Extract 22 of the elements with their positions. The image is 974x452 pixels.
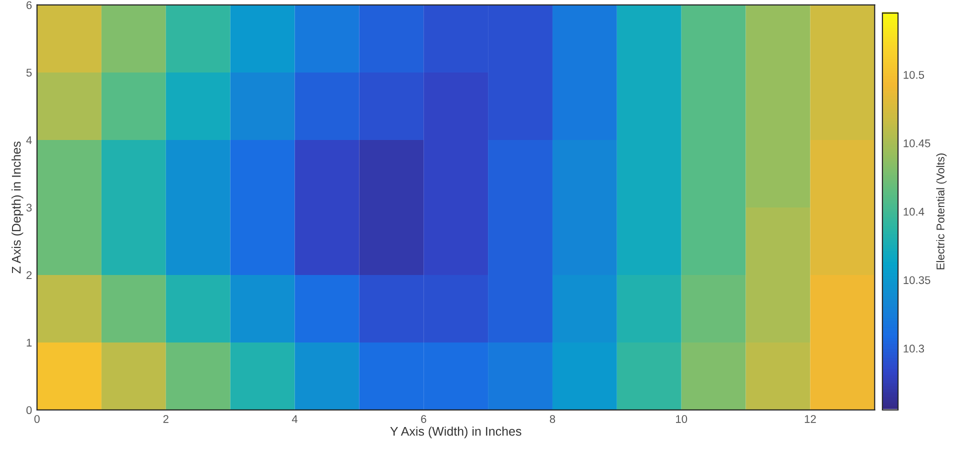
color-bar-label: 10.45 [904,139,930,148]
x-tick-label: 2 [163,415,168,423]
x-tick-label: 0 [34,415,40,423]
color-bar-label: 10.5 [904,70,924,79]
y-tick-label: 5 [26,68,32,77]
x-tick-label: 4 [292,415,298,423]
x-tick-label: 6 [421,415,426,423]
y-tick-label: 0 [26,406,32,414]
color-bar-label: 10.3 [904,344,924,353]
x-tick-label: 12 [804,415,816,423]
x-tick-label: 8 [550,415,556,423]
color-bar-title: Electric Potential (Volts) [936,154,947,270]
color-bar-label: 10.35 [904,276,930,284]
x-tick-label: 10 [676,415,688,423]
x-axis-title: Y Axis (Width) in Inches [390,426,522,438]
y-tick-label: 1 [26,338,32,346]
color-bar-label: 10.4 [904,208,924,216]
y-tick-label: 4 [26,136,32,144]
y-tick-label: 6 [26,1,32,10]
y-tick-label: 3 [26,204,32,212]
y-tick-label: 2 [26,271,32,279]
y-axis-title: Z Axis (Depth) in Inches [12,142,24,274]
